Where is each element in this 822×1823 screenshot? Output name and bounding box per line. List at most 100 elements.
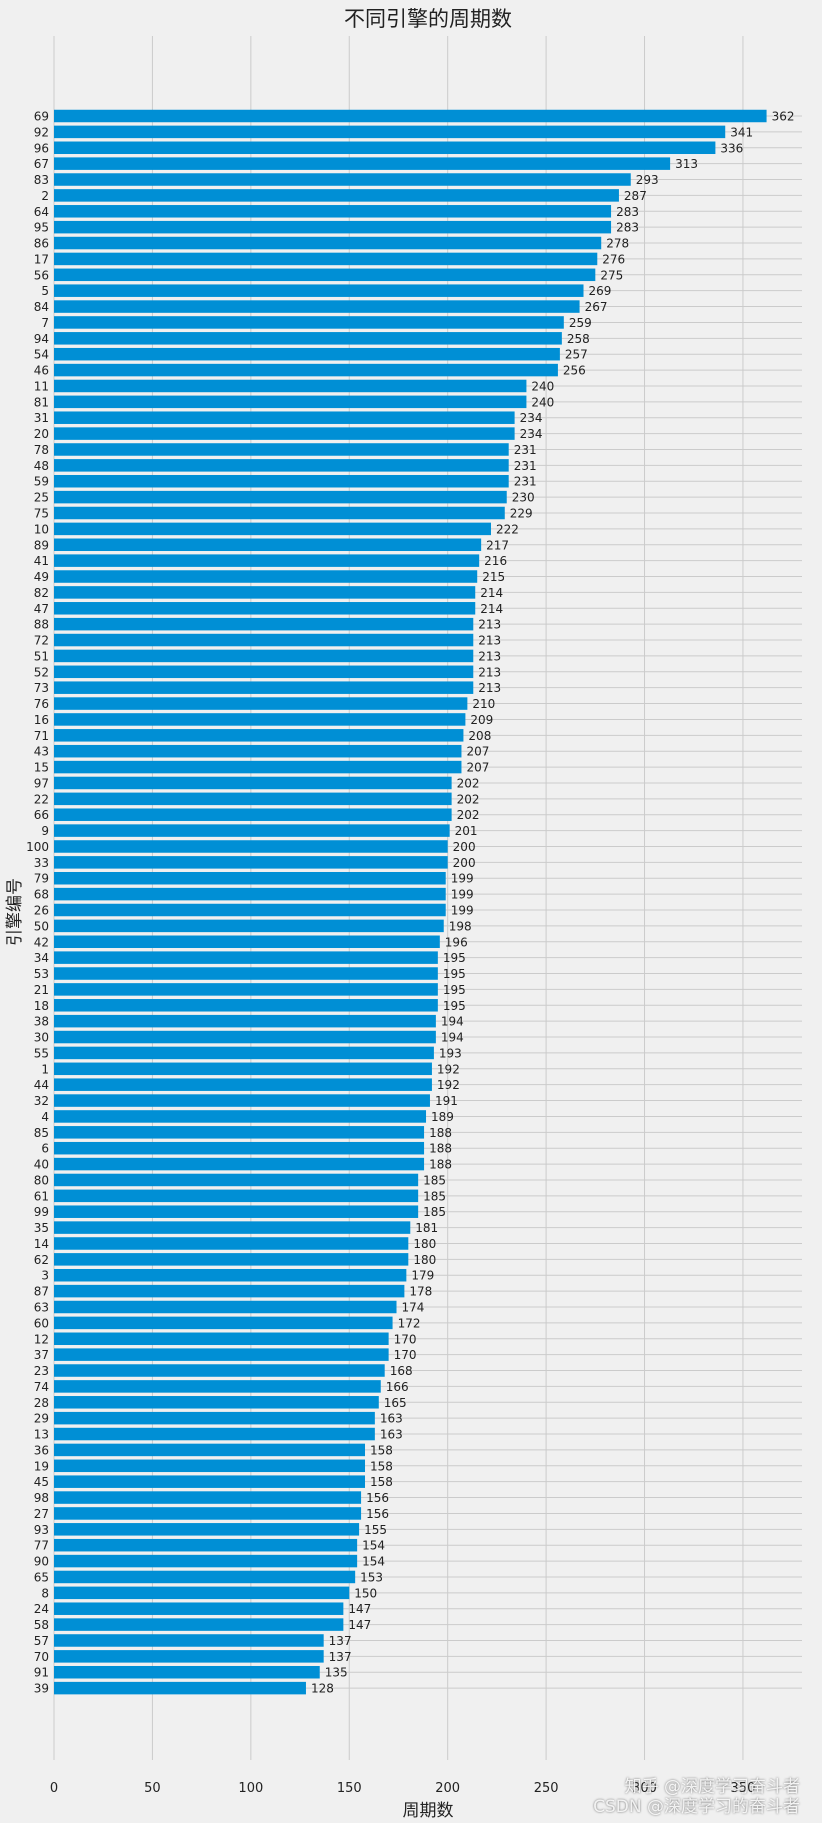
bar — [54, 1443, 366, 1457]
y-tick-label: 35 — [34, 1221, 49, 1235]
bar — [54, 935, 440, 949]
y-tick-label: 61 — [34, 1189, 49, 1203]
bar — [54, 554, 480, 567]
y-tick-label: 33 — [34, 856, 49, 870]
bar-value-label: 213 — [478, 665, 501, 679]
bar-value-label: 189 — [431, 1110, 454, 1124]
y-tick-label: 84 — [34, 300, 49, 314]
y-tick-label: 9 — [41, 824, 49, 838]
y-tick-label: 62 — [34, 1253, 49, 1267]
bar — [54, 824, 450, 837]
x-tick-label: 50 — [144, 1781, 161, 1796]
y-tick-label: 31 — [34, 411, 49, 425]
bar — [54, 1030, 436, 1044]
bar — [54, 1411, 375, 1425]
y-tick-label: 11 — [34, 379, 49, 393]
bar — [54, 1253, 409, 1266]
bar-value-label: 195 — [443, 999, 466, 1013]
y-tick-label: 91 — [34, 1666, 49, 1680]
bar-value-label: 185 — [423, 1189, 446, 1203]
bar-value-label: 193 — [439, 1046, 462, 1060]
y-tick-label: 53 — [34, 967, 49, 981]
bar-value-label: 153 — [360, 1570, 383, 1584]
bar-value-label: 213 — [478, 634, 501, 648]
bar — [54, 1380, 381, 1393]
bar — [54, 744, 462, 758]
bar — [54, 1110, 427, 1123]
bar — [54, 1634, 324, 1647]
bar-value-label: 155 — [364, 1523, 387, 1537]
bar-value-label: 195 — [443, 983, 466, 997]
bar-value-label: 188 — [429, 1158, 452, 1172]
bar — [54, 1459, 366, 1473]
y-tick-label: 41 — [34, 554, 49, 568]
bar-value-label: 214 — [480, 586, 503, 600]
y-axis-label: 引擎编号 — [5, 878, 25, 946]
bar-value-label: 185 — [423, 1173, 446, 1187]
bar — [54, 697, 468, 710]
bar — [54, 1570, 356, 1584]
y-tick-label: 76 — [34, 697, 49, 711]
bar — [54, 1221, 411, 1234]
bar-value-label: 202 — [457, 776, 480, 790]
bar-value-label: 188 — [429, 1126, 452, 1140]
bar-value-label: 135 — [325, 1666, 348, 1680]
bar-value-label: 199 — [451, 904, 474, 918]
bar — [54, 967, 438, 980]
y-tick-label: 25 — [34, 491, 49, 505]
y-tick-label: 37 — [34, 1348, 49, 1362]
bar-value-label: 283 — [616, 205, 639, 219]
y-tick-label: 26 — [34, 904, 49, 918]
y-tick-label: 10 — [34, 522, 49, 536]
bar — [54, 1078, 432, 1091]
bar — [54, 1618, 344, 1631]
bar-value-label: 158 — [370, 1475, 393, 1489]
bar — [54, 1507, 362, 1520]
y-tick-label: 92 — [34, 125, 49, 139]
bar — [54, 1491, 362, 1504]
y-tick-label: 29 — [34, 1412, 49, 1426]
y-tick-label: 43 — [34, 745, 49, 759]
bar — [54, 522, 491, 536]
bar — [54, 887, 446, 901]
bar-value-label: 287 — [624, 189, 647, 203]
y-tick-label: 78 — [34, 443, 49, 457]
y-tick-label: 1 — [41, 1062, 49, 1076]
y-tick-label: 81 — [34, 395, 49, 409]
bar — [54, 856, 448, 869]
bar-value-label: 231 — [514, 459, 537, 473]
bar-value-label: 150 — [354, 1586, 377, 1600]
bar-value-label: 128 — [311, 1682, 334, 1696]
bar — [54, 189, 619, 202]
y-tick-label: 100 — [26, 840, 49, 854]
watermark-line-2: CSDN @深度学习的奋斗者 — [593, 1797, 800, 1817]
bar — [54, 903, 446, 917]
y-tick-label: 45 — [34, 1475, 49, 1489]
bar — [54, 157, 671, 170]
bar-value-label: 199 — [451, 872, 474, 886]
y-tick-label: 70 — [34, 1650, 49, 1664]
bar-value-label: 256 — [563, 364, 586, 378]
bar-value-label: 267 — [585, 300, 608, 314]
bar — [54, 347, 560, 361]
bar — [54, 411, 515, 424]
bar — [54, 1681, 306, 1695]
bar-value-label: 158 — [370, 1443, 393, 1457]
y-tick-label: 6 — [41, 1142, 49, 1156]
bar — [54, 236, 602, 250]
y-tick-label: 5 — [41, 284, 49, 298]
y-tick-label: 63 — [34, 1301, 49, 1315]
bar — [54, 205, 612, 218]
bar — [54, 665, 474, 679]
bar — [54, 1126, 425, 1139]
bar — [54, 792, 452, 806]
y-tick-label: 4 — [41, 1110, 49, 1124]
bar — [54, 1332, 389, 1346]
y-tick-label: 55 — [34, 1046, 49, 1060]
bar — [54, 1554, 358, 1568]
y-tick-label: 40 — [34, 1158, 49, 1172]
y-tick-label: 23 — [34, 1364, 49, 1378]
bar — [54, 109, 767, 123]
